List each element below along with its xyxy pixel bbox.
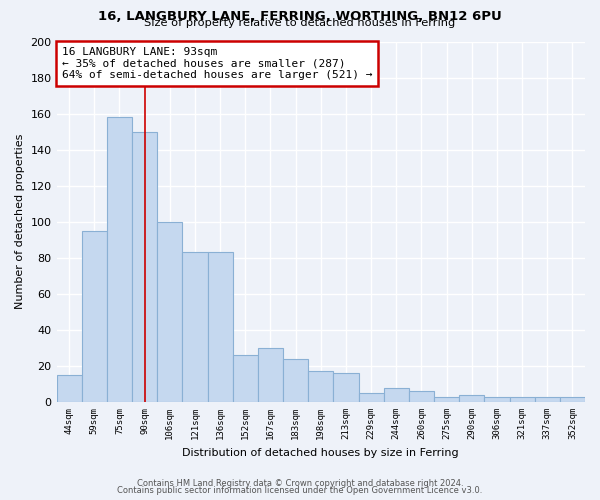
Bar: [56, 375, 82, 402]
Text: Contains public sector information licensed under the Open Government Licence v3: Contains public sector information licen…: [118, 486, 482, 495]
Bar: [383, 388, 409, 402]
Bar: [434, 396, 459, 402]
Text: 16, LANGBURY LANE, FERRING, WORTHING, BN12 6PU: 16, LANGBURY LANE, FERRING, WORTHING, BN…: [98, 10, 502, 23]
Y-axis label: Number of detached properties: Number of detached properties: [15, 134, 25, 310]
Bar: [560, 396, 585, 402]
Text: 16 LANGBURY LANE: 93sqm
← 35% of detached houses are smaller (287)
64% of semi-d: 16 LANGBURY LANE: 93sqm ← 35% of detache…: [62, 47, 373, 80]
Bar: [182, 252, 208, 402]
Bar: [233, 355, 258, 402]
Bar: [535, 396, 560, 402]
Bar: [484, 396, 509, 402]
Bar: [509, 396, 535, 402]
Bar: [132, 132, 157, 402]
Bar: [157, 222, 182, 402]
Bar: [283, 359, 308, 402]
Bar: [359, 393, 383, 402]
Text: Contains HM Land Registry data © Crown copyright and database right 2024.: Contains HM Land Registry data © Crown c…: [137, 478, 463, 488]
Bar: [334, 373, 359, 402]
Bar: [258, 348, 283, 402]
Bar: [459, 395, 484, 402]
Bar: [82, 231, 107, 402]
Bar: [409, 391, 434, 402]
Text: Size of property relative to detached houses in Ferring: Size of property relative to detached ho…: [145, 18, 455, 28]
Bar: [107, 117, 132, 402]
Bar: [208, 252, 233, 402]
Bar: [308, 372, 334, 402]
X-axis label: Distribution of detached houses by size in Ferring: Distribution of detached houses by size …: [182, 448, 459, 458]
